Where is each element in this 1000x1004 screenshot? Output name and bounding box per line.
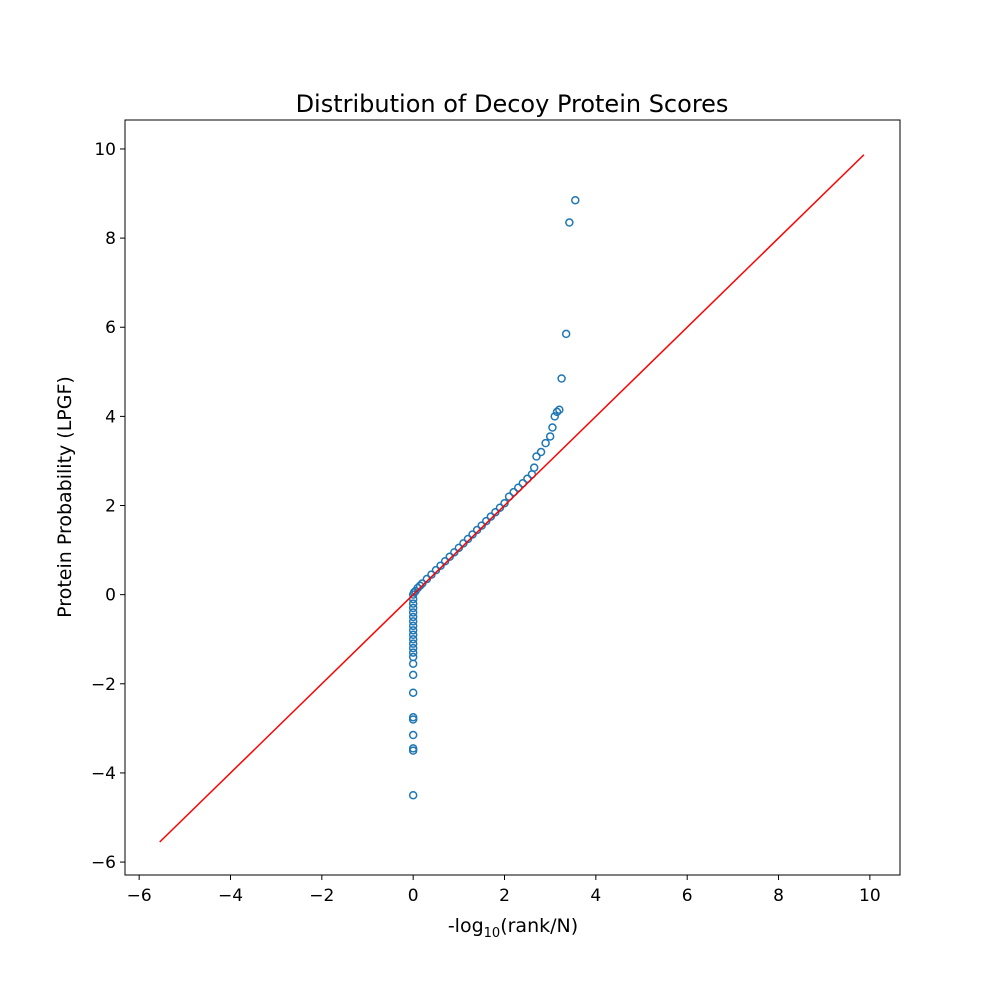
x-tick-label: 4 xyxy=(590,886,601,906)
data-point xyxy=(548,423,557,432)
y-tick-label: −2 xyxy=(91,675,116,695)
x-tick-label: −4 xyxy=(218,886,243,906)
data-point xyxy=(529,463,539,472)
y-tick-label: 2 xyxy=(105,497,116,517)
axes-frame xyxy=(124,119,901,876)
x-tick-label: −6 xyxy=(127,886,152,906)
data-point xyxy=(445,552,454,562)
y-tick-label: 4 xyxy=(105,407,116,427)
data-point xyxy=(408,603,418,613)
chart-title: Distribution of Decoy Protein Scores xyxy=(296,90,729,118)
data-point xyxy=(545,432,555,441)
data-point xyxy=(408,608,418,617)
data-point xyxy=(468,530,477,539)
y-axis-label: Protein Probability (LPGF) xyxy=(54,376,76,618)
data-point xyxy=(555,405,564,414)
data-point xyxy=(415,581,425,590)
data-point xyxy=(408,643,418,653)
data-point xyxy=(413,583,422,593)
data-point xyxy=(408,621,418,631)
data-point xyxy=(552,407,562,417)
data-point xyxy=(477,521,486,530)
y-tick-label: 6 xyxy=(105,318,116,338)
data-point xyxy=(408,617,418,626)
data-point xyxy=(536,447,546,457)
x-label-sub: 10 xyxy=(484,926,501,941)
data-point xyxy=(472,525,482,535)
data-point xyxy=(408,639,418,648)
x-tick-label: 10 xyxy=(859,886,881,906)
y-tick-label: −4 xyxy=(91,764,116,784)
data-point xyxy=(408,790,418,800)
data-point xyxy=(561,329,571,339)
data-point xyxy=(427,570,436,579)
data-point xyxy=(408,746,418,755)
x-label-part: (rank/N) xyxy=(500,915,578,937)
reference-line xyxy=(159,154,865,843)
data-point xyxy=(463,534,473,544)
data-point xyxy=(491,507,500,517)
data-point xyxy=(454,543,464,553)
data-point xyxy=(459,539,468,548)
x-tick-label: −2 xyxy=(309,886,334,906)
data-point xyxy=(440,556,450,566)
data-point xyxy=(408,730,418,740)
data-point xyxy=(408,599,418,608)
data-point xyxy=(532,452,541,461)
data-point xyxy=(408,626,418,635)
x-axis-label: -log10(rank/N) xyxy=(448,915,578,941)
data-point xyxy=(408,688,418,697)
data-point xyxy=(500,499,509,508)
data-point xyxy=(408,590,418,599)
data-point xyxy=(565,218,574,227)
x-tick-label: 8 xyxy=(773,886,784,906)
plot-area xyxy=(159,154,865,843)
y-tick-label: 10 xyxy=(94,140,116,160)
data-point xyxy=(431,565,441,575)
data-point xyxy=(541,438,550,448)
data-point xyxy=(481,516,491,526)
x-tick-label: 6 xyxy=(682,886,693,906)
y-tick-label: 8 xyxy=(105,229,116,249)
data-point xyxy=(550,412,559,421)
x-tick-label: 2 xyxy=(499,886,510,906)
data-point xyxy=(436,561,445,570)
data-point xyxy=(571,195,580,205)
data-point xyxy=(408,612,418,622)
data-point xyxy=(408,630,418,640)
data-point xyxy=(408,670,418,680)
data-point xyxy=(557,374,566,383)
data-point xyxy=(408,659,418,668)
x-label-part: -log xyxy=(448,915,484,937)
data-point xyxy=(408,634,418,644)
data-point xyxy=(495,503,505,513)
data-point xyxy=(408,648,418,657)
y-tick-label: 0 xyxy=(105,586,116,606)
data-point xyxy=(486,512,496,521)
data-point xyxy=(450,548,459,557)
data-point xyxy=(422,574,432,584)
y-tick-label: −6 xyxy=(91,853,116,873)
data-point xyxy=(408,715,418,724)
data-point xyxy=(418,579,427,588)
x-tick-label: 0 xyxy=(408,886,419,906)
